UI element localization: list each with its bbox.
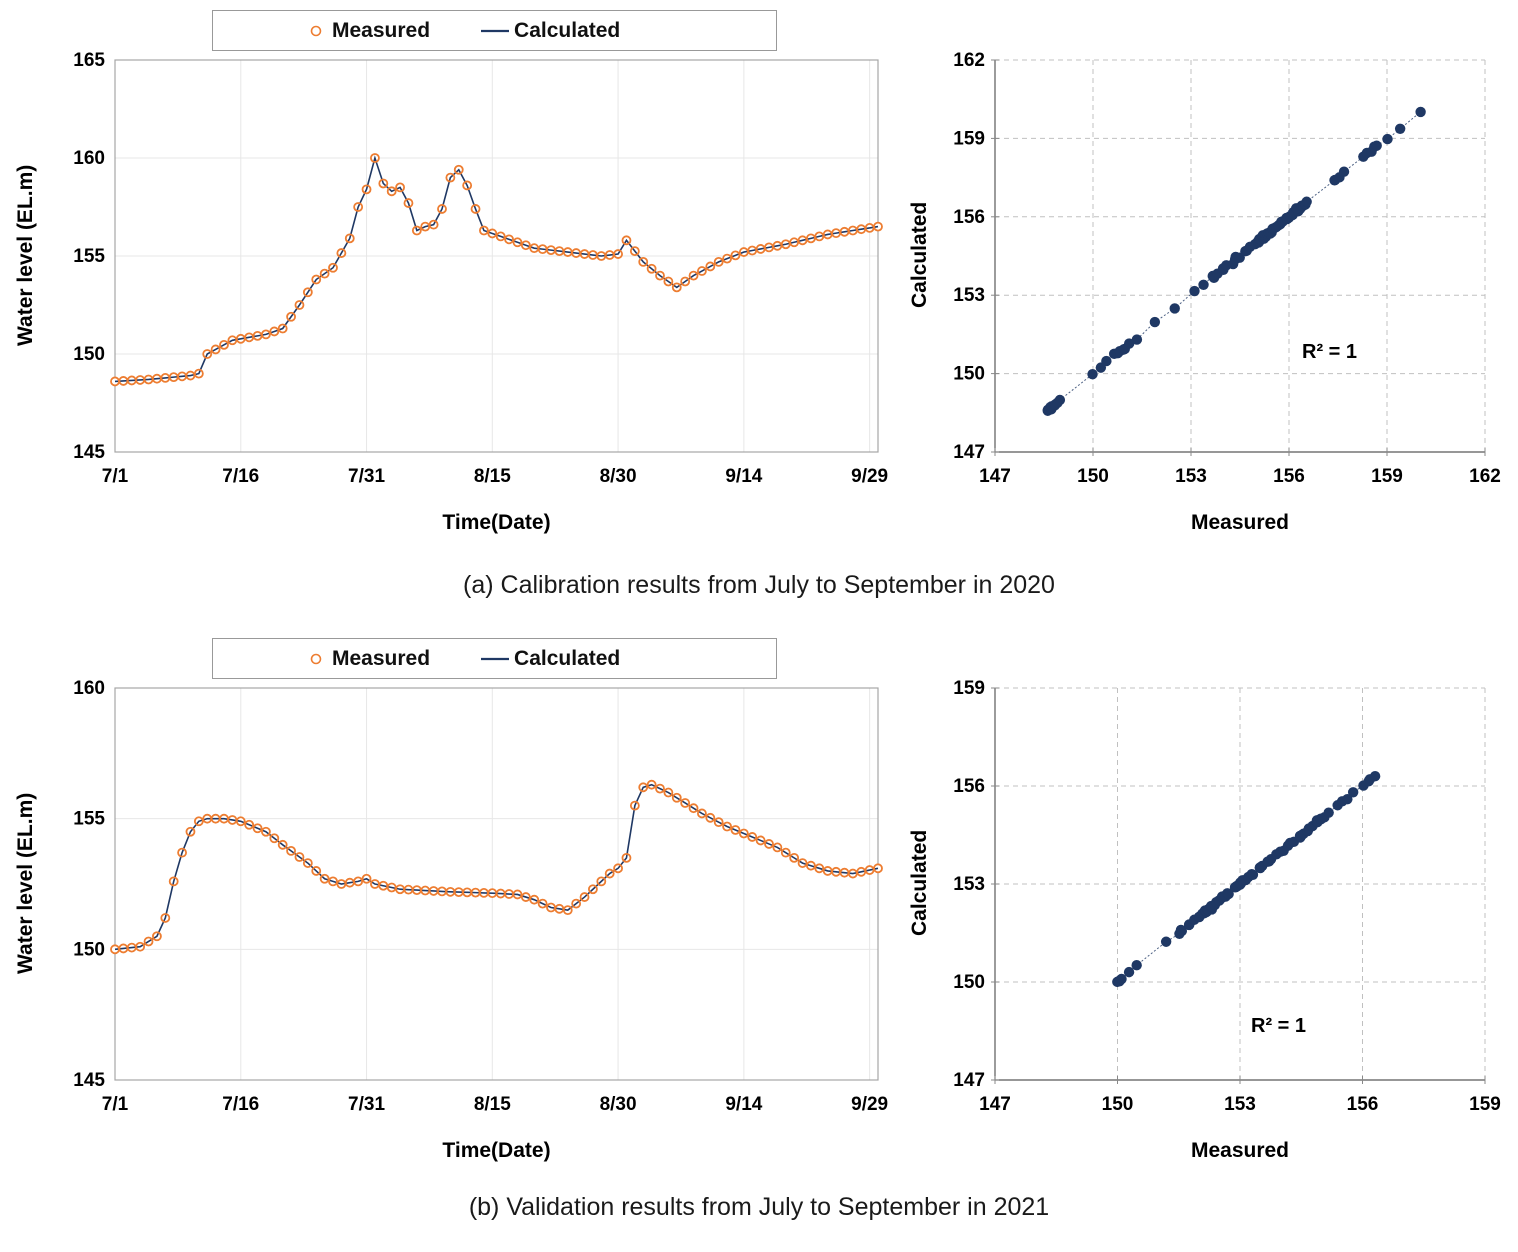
svg-text:147: 147 bbox=[979, 466, 1011, 487]
svg-text:156: 156 bbox=[1273, 466, 1305, 487]
svg-text:9/29: 9/29 bbox=[851, 466, 888, 487]
svg-text:160: 160 bbox=[73, 148, 105, 169]
svg-text:159: 159 bbox=[1469, 1094, 1501, 1115]
svg-text:150: 150 bbox=[953, 972, 985, 993]
svg-text:7/1: 7/1 bbox=[102, 466, 129, 487]
svg-text:147: 147 bbox=[953, 1070, 985, 1091]
svg-text:Measured: Measured bbox=[1191, 511, 1289, 534]
svg-text:155: 155 bbox=[73, 809, 105, 830]
svg-text:150: 150 bbox=[1102, 1094, 1134, 1115]
svg-text:156: 156 bbox=[953, 776, 985, 797]
svg-text:R² = 1: R² = 1 bbox=[1302, 341, 1357, 363]
svg-text:8/30: 8/30 bbox=[600, 1094, 637, 1115]
svg-text:160: 160 bbox=[73, 678, 105, 699]
svg-text:165: 165 bbox=[73, 50, 105, 71]
svg-text:9/14: 9/14 bbox=[725, 466, 762, 487]
svg-text:153: 153 bbox=[953, 285, 985, 306]
svg-text:Measured: Measured bbox=[1191, 1139, 1289, 1162]
svg-text:159: 159 bbox=[1371, 466, 1403, 487]
svg-text:R² = 1: R² = 1 bbox=[1251, 1015, 1306, 1037]
svg-text:7/16: 7/16 bbox=[222, 1094, 259, 1115]
svg-text:8/15: 8/15 bbox=[474, 466, 511, 487]
svg-text:150: 150 bbox=[1077, 466, 1109, 487]
svg-text:150: 150 bbox=[953, 364, 985, 385]
svg-text:7/16: 7/16 bbox=[222, 466, 259, 487]
svg-text:159: 159 bbox=[953, 128, 985, 149]
svg-text:150: 150 bbox=[73, 939, 105, 960]
svg-text:147: 147 bbox=[953, 442, 985, 463]
svg-text:9/14: 9/14 bbox=[725, 1094, 762, 1115]
svg-text:9/29: 9/29 bbox=[851, 1094, 888, 1115]
svg-text:150: 150 bbox=[73, 344, 105, 365]
svg-text:7/31: 7/31 bbox=[348, 466, 385, 487]
svg-text:162: 162 bbox=[953, 50, 985, 71]
svg-text:145: 145 bbox=[73, 442, 105, 463]
svg-text:162: 162 bbox=[1469, 466, 1501, 487]
svg-text:Time(Date): Time(Date) bbox=[442, 511, 550, 534]
svg-text:7/31: 7/31 bbox=[348, 1094, 385, 1115]
svg-text:153: 153 bbox=[953, 874, 985, 895]
svg-text:153: 153 bbox=[1224, 1094, 1256, 1115]
svg-text:7/1: 7/1 bbox=[102, 1094, 129, 1115]
svg-text:Time(Date): Time(Date) bbox=[442, 1139, 550, 1162]
svg-text:147: 147 bbox=[979, 1094, 1011, 1115]
svg-text:8/15: 8/15 bbox=[474, 1094, 511, 1115]
svg-text:153: 153 bbox=[1175, 466, 1207, 487]
svg-text:8/30: 8/30 bbox=[600, 466, 637, 487]
svg-text:145: 145 bbox=[73, 1070, 105, 1091]
svg-text:159: 159 bbox=[953, 678, 985, 699]
svg-text:156: 156 bbox=[953, 207, 985, 228]
svg-text:156: 156 bbox=[1347, 1094, 1379, 1115]
svg-text:155: 155 bbox=[73, 246, 105, 267]
